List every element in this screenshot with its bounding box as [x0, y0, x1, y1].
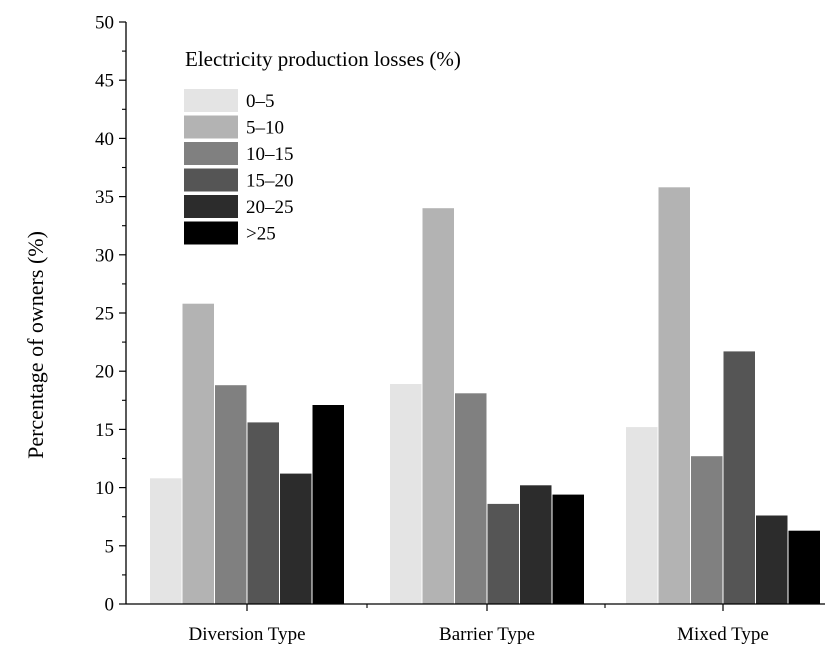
- bar-15–20-Barrier Type: [487, 503, 519, 604]
- y-tick-label-10: 10: [95, 478, 114, 499]
- bar->25-Mixed Type: [788, 530, 820, 604]
- bar-15–20-Diversion Type: [247, 422, 279, 604]
- legend-swatch->25: [184, 221, 238, 245]
- bars-group: [150, 187, 820, 605]
- legend-title: Electricity production losses (%): [185, 47, 461, 71]
- legend-swatch-15–20: [184, 168, 238, 192]
- y-tick-label-45: 45: [95, 71, 114, 92]
- legend-label-10–15: 10–15: [246, 144, 294, 165]
- y-tick-label-20: 20: [95, 362, 114, 383]
- legend-label-0–5: 0–5: [246, 91, 275, 112]
- bar-20–25-Diversion Type: [280, 473, 312, 604]
- y-tick-label-35: 35: [95, 187, 114, 208]
- legend-label-15–20: 15–20: [246, 171, 294, 192]
- legend-swatch-0–5: [184, 89, 238, 112]
- bar-20–25-Mixed Type: [756, 515, 788, 604]
- legend: Electricity production losses (%) 0–5 5–1…: [184, 47, 461, 245]
- x-tick-label-Diversion Type: Diversion Type: [188, 624, 305, 645]
- legend-swatch-20–25: [184, 195, 238, 218]
- bar-20–25-Barrier Type: [520, 485, 552, 604]
- bar-10–15-Barrier Type: [455, 393, 487, 604]
- x-tick-label-Barrier Type: Barrier Type: [439, 624, 535, 645]
- axes-group: 0 5 10 15 20 25 30 35 40 45 50 Diversion Type Barrie…: [95, 13, 825, 645]
- y-tick-label-15: 15: [95, 420, 114, 441]
- bar-5–10-Barrier Type: [422, 208, 454, 604]
- legend-swatch-10–15: [184, 142, 238, 165]
- bar-0–5-Diversion Type: [150, 478, 182, 604]
- y-tick-label-50: 50: [95, 13, 114, 34]
- legend-label->25: >25: [246, 224, 276, 245]
- legend-label-5–10: 5–10: [246, 118, 284, 139]
- y-tick-label-40: 40: [95, 129, 114, 150]
- bar-5–10-Mixed Type: [658, 187, 690, 605]
- bar-0–5-Mixed Type: [626, 427, 658, 604]
- y-tick-label-30: 30: [95, 245, 114, 266]
- bar-5–10-Diversion Type: [182, 303, 214, 604]
- bar-0–5-Barrier Type: [390, 384, 422, 604]
- bar-10–15-Diversion Type: [215, 385, 247, 604]
- bar->25-Barrier Type: [552, 494, 584, 604]
- bar-15–20-Mixed Type: [723, 351, 755, 604]
- bar->25-Diversion Type: [312, 405, 344, 604]
- y-axis-title: Percentage of owners (%): [23, 231, 48, 459]
- x-tick-label-Mixed Type: Mixed Type: [677, 624, 769, 645]
- y-tick-label-5: 5: [105, 536, 115, 557]
- legend-swatch-5–10: [184, 115, 238, 139]
- y-tick-label-25: 25: [95, 304, 114, 325]
- bar-10–15-Mixed Type: [691, 456, 723, 604]
- legend-label-20–25: 20–25: [246, 197, 294, 218]
- y-tick-label-0: 0: [105, 595, 115, 616]
